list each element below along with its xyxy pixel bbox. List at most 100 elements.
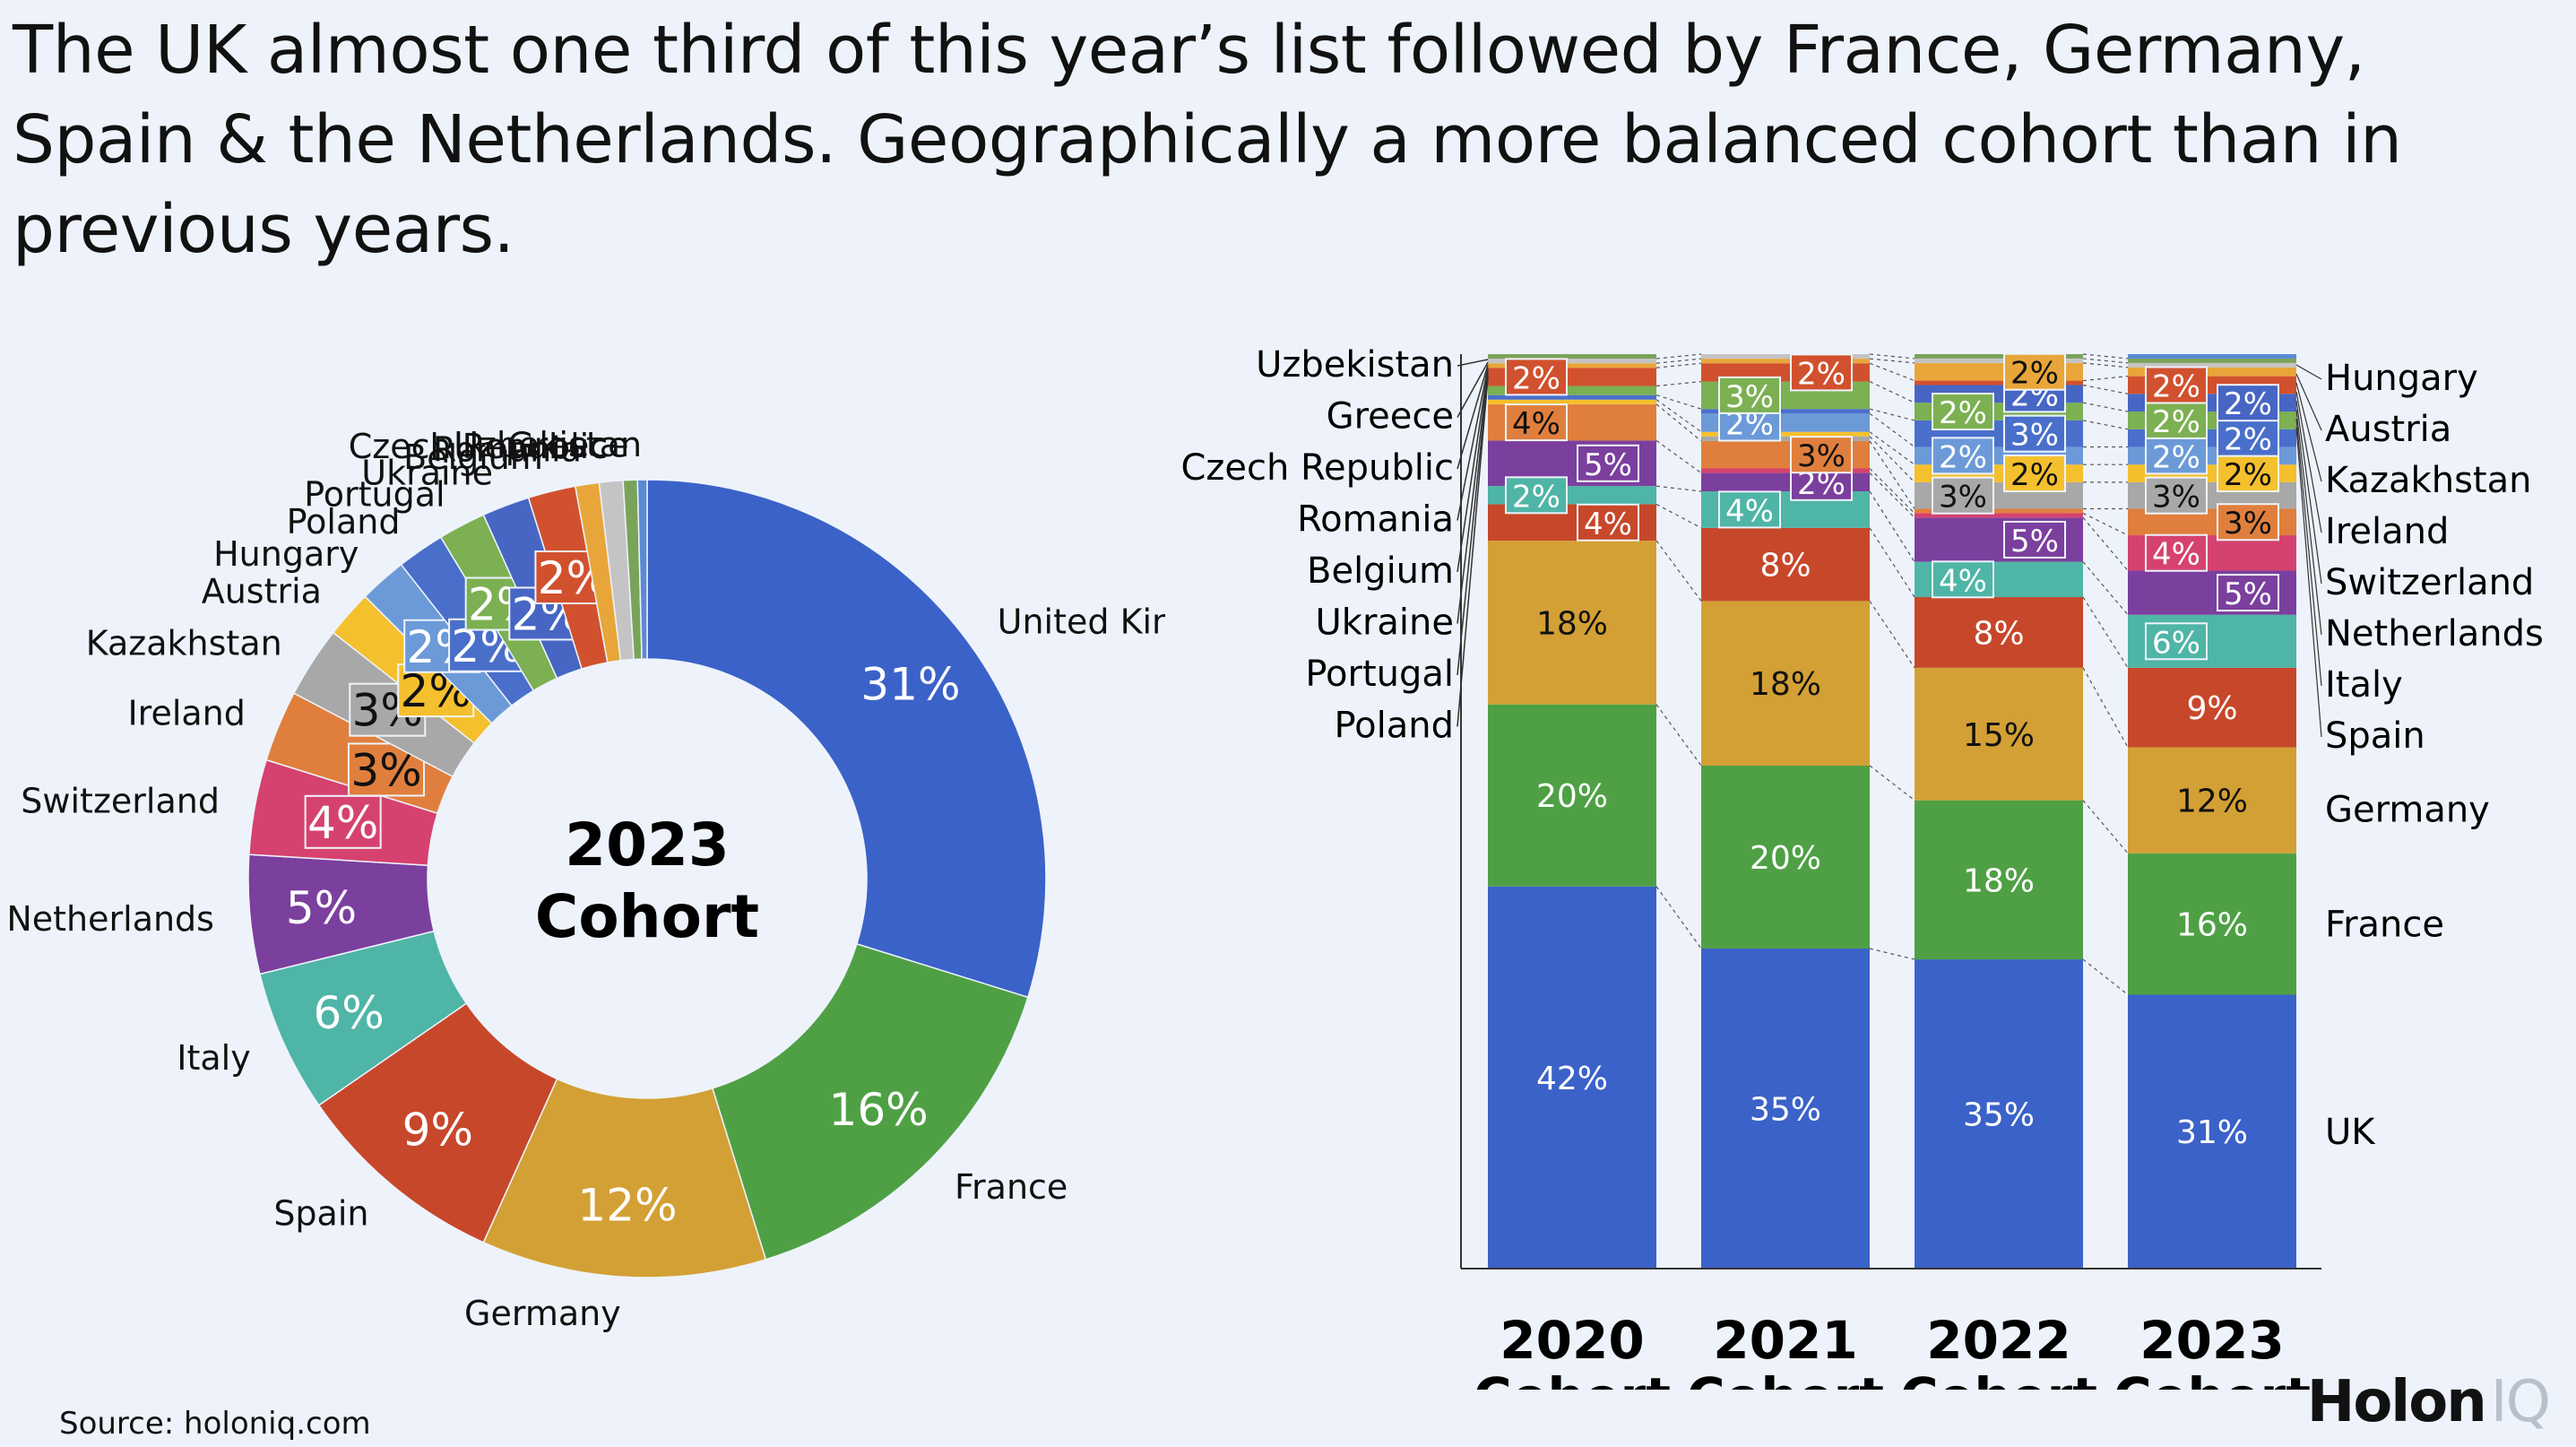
bar-value-box-poland-2022 xyxy=(2003,414,2066,453)
connector-austria-2020 xyxy=(1655,399,1702,433)
bar-value-box-poland-2023 xyxy=(2217,419,2279,457)
bar-value-label-ireland-2023: 3% xyxy=(2224,506,2272,542)
bar-value-label-austria-2022: 2% xyxy=(2010,457,2059,493)
donut-slice-france xyxy=(711,942,1029,1261)
bar-value-label-uk-2023: 31% xyxy=(2176,1114,2248,1151)
bar-value-label-ireland-2020: 4% xyxy=(1512,406,1560,442)
bar-uk-2021 xyxy=(1701,949,1870,1269)
legend-right-switzerland: Switzerland xyxy=(2325,562,2534,603)
bar-greece-2020 xyxy=(1488,354,1656,360)
legend-right-ireland: Ireland xyxy=(2325,511,2449,552)
connector-spain-2021 xyxy=(1869,527,1915,598)
connector-italy-2022 xyxy=(2082,561,2129,616)
donut-category-label-poland: Poland xyxy=(287,502,401,542)
connector-poland-2021 xyxy=(1869,408,1915,421)
legend-right-leader-spain xyxy=(2295,427,2322,738)
bar-value-box-kazakhstan-2023 xyxy=(2145,476,2208,515)
x-tick-year-2020: 2020 xyxy=(1500,1310,1644,1371)
bar-uk-2023 xyxy=(2128,994,2296,1269)
bar-value-label-netherlands-2022: 5% xyxy=(2010,524,2059,559)
donut-category-label-italy: Italy xyxy=(177,1038,250,1078)
legend-right-austria: Austria xyxy=(2325,409,2451,450)
bar-value-box-hungary-2022 xyxy=(1932,437,1994,475)
donut-category-label-hungary: Hungary xyxy=(213,534,359,574)
bar-value-label-italy-2023: 6% xyxy=(2152,625,2200,661)
connector-portugal-2021 xyxy=(1869,381,1915,403)
bar-austria-2020 xyxy=(1488,399,1656,404)
connector-uk-2021 xyxy=(1869,948,1915,960)
donut-category-label-ukraine: Ukraine xyxy=(361,454,493,493)
legend-left-leader-uzbekistan xyxy=(1457,359,1489,367)
logo-suffix: IQ xyxy=(2490,1369,2551,1435)
bar-value-label-portugal-2023: 2% xyxy=(2152,404,2200,440)
legend-right-leader-switzerland xyxy=(2295,400,2322,585)
legend-left-portugal: Portugal xyxy=(1305,654,1454,695)
x-tick-year-2023: 2023 xyxy=(2139,1310,2284,1371)
bar-value-label-portugal-2022: 2% xyxy=(1939,395,1987,431)
legend-right-hungary: Hungary xyxy=(2325,358,2478,399)
bar-uk-2020 xyxy=(1488,886,1656,1269)
bar-value-label-austria-2023: 2% xyxy=(2224,457,2272,493)
bar-value-label-belgium-2020: 2% xyxy=(1512,360,1560,396)
bar-value-label-hungary-2023: 2% xyxy=(2152,439,2200,475)
donut-category-label-romania: Romania xyxy=(433,430,582,470)
connector-czech-republic-2022 xyxy=(2082,358,2129,364)
connector-romania-2020 xyxy=(1655,358,1702,364)
bar-value-label-germany-2023: 12% xyxy=(2176,784,2248,820)
connector-poland-2020 xyxy=(1655,394,1702,410)
connector-netherlands-2021 xyxy=(1869,472,1915,518)
donut-category-label-portugal: Portugal xyxy=(304,475,445,515)
bar-value-label-italy-2022: 4% xyxy=(1939,563,1987,599)
legend-left-poland: Poland xyxy=(1334,706,1454,747)
connector-netherlands-2020 xyxy=(1655,439,1702,474)
bar-value-box-italy-2022 xyxy=(1932,560,1994,599)
legend-right-kazakhstan: Kazakhstan xyxy=(2325,460,2531,501)
legend-left-leader-portugal xyxy=(1457,375,1489,676)
legend-left-belgium: Belgium xyxy=(1307,550,1454,592)
bar-value-box-belgium-2021 xyxy=(1790,353,1853,392)
legend-right-france: France xyxy=(2325,905,2444,946)
donut-center-year: 2023 xyxy=(565,810,730,879)
bar-value-label-ireland-2021: 3% xyxy=(1797,438,1846,474)
connector-germany-2022 xyxy=(2082,667,2129,748)
connector-portugal-2022 xyxy=(2082,402,2129,412)
donut-category-label-greece: Greece xyxy=(507,425,628,464)
bar-value-box-ireland-2023 xyxy=(2217,503,2279,542)
connector-ukraine-2022 xyxy=(2082,384,2129,394)
donut-category-label-germany: Germany xyxy=(464,1294,621,1333)
legend-left-leader-ukraine xyxy=(1457,372,1489,624)
legend-left-leader-poland xyxy=(1457,377,1489,727)
bar-value-label-france-2022: 18% xyxy=(1963,862,2035,899)
donut-value-label-switzerland: 4% xyxy=(307,797,378,849)
connector-ireland-2021 xyxy=(1869,440,1915,509)
connector-switzerland-2022 xyxy=(2082,512,2129,536)
legend-right-netherlands: Netherlands xyxy=(2325,613,2544,654)
legend-right-leader-kazakhstan xyxy=(2295,382,2322,482)
bar-value-box-belgium-2023 xyxy=(2145,366,2208,404)
bar-belgium-2022 xyxy=(1915,380,2083,386)
bar-value-label-france-2021: 20% xyxy=(1750,840,1821,877)
bar-value-label-germany-2020: 18% xyxy=(1536,605,1608,642)
connector-france-2020 xyxy=(1655,704,1702,767)
bar-czech-republic-2022 xyxy=(1915,358,2083,363)
connector-romania-2021 xyxy=(1869,358,1915,364)
bar-value-box-kazakhstan-2022 xyxy=(1932,476,1994,515)
legend-right-leader-ireland xyxy=(2295,391,2322,533)
legend-left-ukraine: Ukraine xyxy=(1316,602,1454,644)
x-tick-cohort-2020: Cohort xyxy=(1474,1366,1671,1390)
bar-czech-republic-2020 xyxy=(1488,359,1656,364)
connector-belgium-2022 xyxy=(2082,376,2129,382)
donut-value-label-italy: 6% xyxy=(313,987,384,1039)
donut-category-label-united-kingdom: United Kingdom xyxy=(998,602,1165,642)
bar-value-label-germany-2021: 18% xyxy=(1750,666,1821,703)
bar-value-box-austria-2023 xyxy=(2217,455,2279,493)
source-note: Source: holoniq.com xyxy=(59,1406,371,1442)
bar-france-2022 xyxy=(1915,800,2083,960)
bar-value-box-ukraine-2023 xyxy=(2217,384,2279,422)
donut-category-label-spain: Spain xyxy=(273,1194,368,1234)
bar-france-2021 xyxy=(1701,766,1870,949)
bar-value-box-hungary-2023 xyxy=(2145,437,2208,475)
connector-portugal-2020 xyxy=(1655,381,1702,387)
stacked-bar-chart: 42%20%18%4%2%5%4%2%2020Cohort35%20%18%8%… xyxy=(1180,344,2544,1390)
bar-value-label-italy-2021: 4% xyxy=(1725,493,1774,529)
